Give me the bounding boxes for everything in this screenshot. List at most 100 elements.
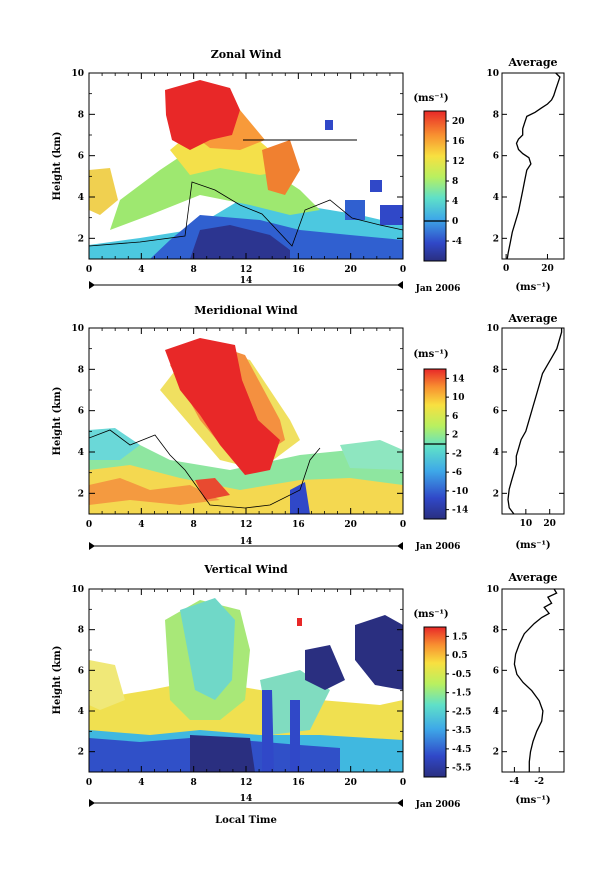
profile-title: Average xyxy=(507,571,557,584)
field-cell xyxy=(297,618,302,626)
field-jet-core xyxy=(165,80,240,150)
x-tick-label: 8 xyxy=(191,520,197,530)
x-tick-label: 4 xyxy=(138,520,144,530)
panel-title: Meridional Wind xyxy=(194,304,298,317)
y-tick-label: 8 xyxy=(78,626,84,636)
colorbar-label: -5.5 xyxy=(452,764,471,774)
colorbar-unit: (ms⁻¹) xyxy=(413,349,448,360)
profile-y-label: 10 xyxy=(486,585,499,595)
colorbar-label: 0 xyxy=(452,217,458,227)
profile-line xyxy=(513,588,558,772)
colorbar-label: 4 xyxy=(452,197,458,207)
colorbar-label: 12 xyxy=(452,157,465,167)
x-tick-label: 4 xyxy=(138,778,144,788)
x-tick-label: 0 xyxy=(86,265,92,275)
profile-y-label: 2 xyxy=(493,748,499,758)
profile-y-label: 6 xyxy=(493,152,499,162)
profile-x-label-tick: 0 xyxy=(503,264,509,274)
profile-x-label: (ms⁻¹) xyxy=(515,540,550,551)
profile-title: Average xyxy=(507,56,557,69)
profile-frame xyxy=(501,72,565,260)
colorbar-label: 8 xyxy=(452,177,458,187)
profile-y-label: 8 xyxy=(493,110,499,120)
x-tick-label: 8 xyxy=(191,265,197,275)
x-axis-ticks: 0 4 8 12 16 20 0 xyxy=(86,589,406,788)
x-tick-label: 20 xyxy=(344,265,357,275)
profile-x-label-tick: 10 xyxy=(520,519,533,529)
field-mid-cyan xyxy=(180,598,235,700)
colorbar-label: -6 xyxy=(452,468,462,478)
colorbar-label: -10 xyxy=(452,487,468,497)
field-low-darkblue xyxy=(190,735,255,772)
field-lowlevel-darkblue xyxy=(190,225,290,259)
profile-y-label: 4 xyxy=(493,448,499,458)
x-tick-label: 0 xyxy=(400,265,406,275)
profile-y-ticks: 2 4 6 8 10 xyxy=(486,585,564,758)
date-bar-end-arrow xyxy=(397,799,403,807)
y-tick-label: 10 xyxy=(71,69,84,79)
panel-title: Zonal Wind xyxy=(211,48,282,61)
profile-x-label: (ms⁻¹) xyxy=(515,795,550,806)
field-left-cyan xyxy=(89,428,140,460)
profile-x-label-tick: -4 xyxy=(509,777,519,787)
field-updraft-blue xyxy=(262,690,274,772)
y-axis-label: Height (km) xyxy=(52,132,63,201)
colorbar-label: -2.5 xyxy=(452,707,471,717)
zero-contour xyxy=(89,429,321,509)
x-axis-ticks: 0 4 8 12 16 20 0 xyxy=(86,73,406,275)
x-tick-label: 20 xyxy=(344,520,357,530)
field-left-yellow xyxy=(89,660,125,710)
y-tick-label: 8 xyxy=(78,110,84,120)
profile-line xyxy=(507,328,563,515)
y-tick-label: 4 xyxy=(78,707,84,717)
field-upper-darkblue xyxy=(355,615,403,690)
profile-y-label: 2 xyxy=(493,234,499,244)
profile-y-label: 10 xyxy=(486,324,499,334)
profile-y-ticks: 2 4 6 8 10 xyxy=(486,69,564,244)
zero-contour xyxy=(89,181,403,247)
y-tick-label: 10 xyxy=(71,324,84,334)
colorbar-unit: (ms⁻¹) xyxy=(413,93,448,104)
y-tick-label: 2 xyxy=(78,748,84,758)
field-right-cyan xyxy=(340,440,403,470)
field-low-blue xyxy=(290,482,310,514)
y-axis-ticks: 2 4 6 8 10 xyxy=(71,69,403,260)
colorbar-label: -2 xyxy=(452,449,462,459)
profile-y-ticks: 2 4 6 8 10 xyxy=(486,324,564,499)
date-bar-end-arrow xyxy=(397,542,403,550)
colorbar-label: 10 xyxy=(452,393,465,403)
profile-x-label-tick: 20 xyxy=(543,519,556,529)
colorbar-label: -4.5 xyxy=(452,745,471,755)
x-tick-label: 16 xyxy=(292,778,305,788)
date-bar-end-arrow xyxy=(397,281,403,289)
field-mid-green xyxy=(110,140,320,230)
colorbar-labels: 20 16 12 8 4 0 -4 xyxy=(424,117,465,247)
x-tick-label: 20 xyxy=(344,778,357,788)
x-axis-ticks: 0 4 8 12 16 20 0 xyxy=(86,328,406,530)
field-low-orange xyxy=(89,478,220,505)
field-low-red xyxy=(195,478,230,500)
colorbar-label: 2 xyxy=(452,431,458,441)
profile-line xyxy=(506,72,561,260)
colorbar-label: -3.5 xyxy=(452,726,471,736)
field-cell xyxy=(380,205,403,225)
colorbar xyxy=(423,110,447,262)
field-left-yellow xyxy=(89,168,118,215)
colorbar-label: -4 xyxy=(452,237,462,247)
y-axis-ticks: 2 4 6 8 10 xyxy=(71,585,403,773)
date-bar-start-arrow xyxy=(89,542,95,550)
profile-x-label-tick: 20 xyxy=(541,264,554,274)
y-axis-label: Height (km) xyxy=(52,387,63,456)
field-cell xyxy=(325,120,333,130)
x-tick-label: 0 xyxy=(400,520,406,530)
date-marker: 14 xyxy=(240,537,253,547)
panel-title: Vertical Wind xyxy=(203,563,288,576)
y-tick-label: 2 xyxy=(78,234,84,244)
x-tick-label: 0 xyxy=(86,778,92,788)
profile-x-ticks: -4 -2 xyxy=(509,767,544,787)
x-tick-label: 12 xyxy=(240,265,253,275)
colorbar-label: -1.5 xyxy=(452,689,471,699)
field-cell xyxy=(370,180,382,192)
panel-meridional: Meridional Wind 0 4 8 12 16 20 0 2 4 6 8 10 Height… xyxy=(52,304,565,552)
colorbar-label: 0.5 xyxy=(452,651,468,661)
